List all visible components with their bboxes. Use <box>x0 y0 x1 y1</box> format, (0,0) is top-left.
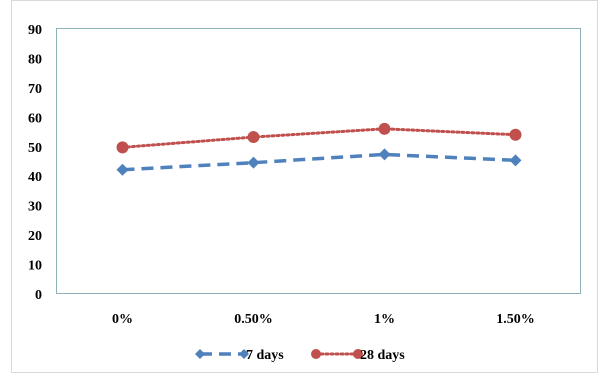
y-tick-label: 60 <box>28 111 42 126</box>
series-line <box>121 127 517 149</box>
legend: 7 days 28 days <box>195 348 405 363</box>
data-point <box>509 128 522 141</box>
legend-item: 28 days <box>311 348 405 363</box>
legend-marker <box>239 349 249 359</box>
series-2 <box>116 122 522 154</box>
data-point <box>378 122 391 135</box>
x-tick-label: 1.50% <box>496 312 535 327</box>
data-point <box>116 141 129 154</box>
legend-label: 28 days <box>360 348 405 363</box>
data-point <box>378 148 391 161</box>
y-tick-label: 90 <box>28 23 42 38</box>
y-tick-label: 70 <box>28 82 42 97</box>
y-tick-label: 30 <box>28 200 42 215</box>
series-1 <box>116 148 522 176</box>
legend-label: 7 days <box>246 348 284 363</box>
y-tick-label: 10 <box>28 259 42 274</box>
x-axis: 0% 0.50% 1% 1.50% <box>112 312 535 327</box>
legend-marker <box>195 349 205 359</box>
x-tick-label: 1% <box>374 312 395 327</box>
y-tick-label: 80 <box>28 52 42 67</box>
y-tick-label: 40 <box>28 170 42 185</box>
legend-marker <box>353 349 363 359</box>
data-point <box>247 156 260 169</box>
legend-marker <box>311 349 321 359</box>
legend-item: 7 days <box>195 348 284 363</box>
data-point <box>116 163 129 176</box>
series-layer <box>116 122 522 176</box>
data-point <box>509 154 522 167</box>
x-tick-label: 0% <box>112 312 133 327</box>
data-point <box>247 131 260 144</box>
y-tick-label: 20 <box>28 229 42 244</box>
y-axis: 0 10 20 30 40 50 60 70 80 90 <box>28 23 42 303</box>
x-tick-label: 0.50% <box>234 312 273 327</box>
y-tick-label: 50 <box>28 141 42 156</box>
series-line <box>122 152 516 172</box>
y-tick-label: 0 <box>35 288 42 303</box>
